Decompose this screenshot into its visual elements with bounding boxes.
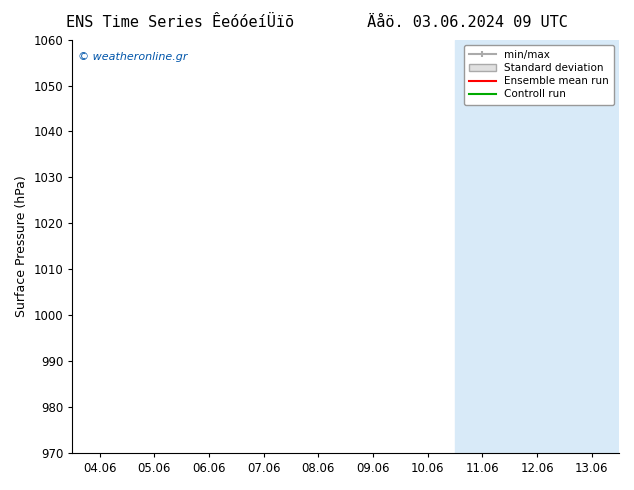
- Y-axis label: Surface Pressure (hPa): Surface Pressure (hPa): [15, 175, 28, 317]
- Legend: min/max, Standard deviation, Ensemble mean run, Controll run: min/max, Standard deviation, Ensemble me…: [464, 45, 614, 104]
- Text: © weatheronline.gr: © weatheronline.gr: [78, 52, 187, 62]
- Bar: [455, 40, 619, 453]
- Text: ENS Time Series ÊeóóeíÜïõ        Äåö. 03.06.2024 09 UTC: ENS Time Series ÊeóóeíÜïõ Äåö. 03.06.202…: [66, 15, 568, 30]
